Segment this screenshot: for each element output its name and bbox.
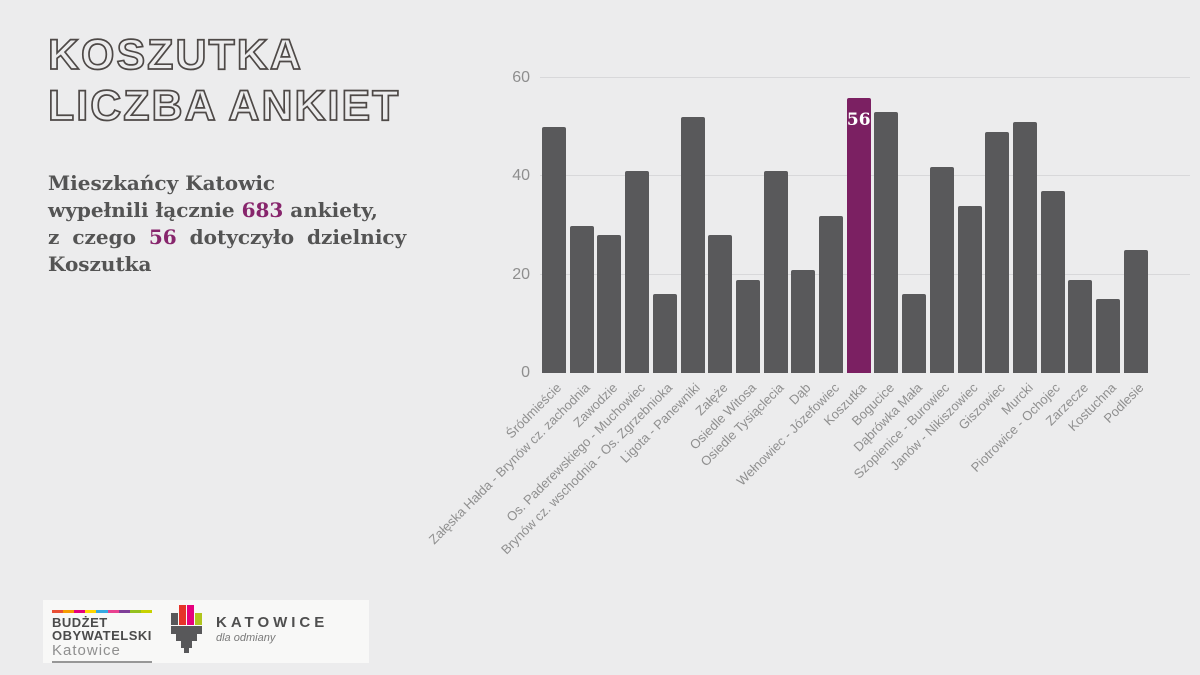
bar-column: Kostuchna (1065, 78, 1121, 434)
stripe-segment (107, 610, 119, 613)
bar-column: 56 Koszutka (821, 78, 871, 428)
bar-column: Załęska Hałda - Brynów cz. zachodnia (425, 78, 594, 547)
stripe-segment (96, 610, 108, 613)
bar-column: Brynów cz. wschodnia - Os. Zgrzebnioka (498, 78, 677, 557)
bar-column: Szopienice - Burowiec (851, 78, 954, 482)
budzet-logo-underline (52, 661, 152, 663)
y-axis-tick-40: 40 (512, 167, 530, 185)
bar-column: Dąb (786, 78, 816, 407)
bar-column: Załęże (693, 78, 733, 418)
bar-column: Śródmieście (503, 78, 566, 441)
y-axis-tick-0: 0 (521, 364, 530, 381)
total-surveys-count: 683 (241, 198, 284, 222)
bar[interactable] (542, 127, 566, 373)
bar[interactable] (708, 235, 733, 373)
budzet-logo-line-2: OBYWATELSKI (52, 628, 152, 643)
bar-column: Piotrowice - Ochojec (968, 78, 1065, 475)
bar[interactable] (652, 294, 677, 373)
bar[interactable] (625, 171, 650, 373)
katowice-city-logo: KATOWICE dla odmiany (171, 605, 328, 654)
budzet-logo-line-3: Katowice (52, 642, 121, 659)
bar[interactable] (1096, 299, 1121, 373)
bars-container: Śródmieście Załęska Hałda - Brynów cz. za… (425, 78, 1148, 557)
bar[interactable] (791, 269, 816, 373)
title-line-1: KOSZUTKA (47, 30, 303, 80)
intro-line-2: wypełnili łącznie 683 ankiety, (48, 198, 378, 222)
stripe-segment (74, 610, 86, 613)
bar[interactable] (735, 279, 760, 373)
koszutka-surveys-count: 56 (148, 225, 177, 249)
bar[interactable] (1068, 279, 1093, 373)
intro-line-1: Mieszkańcy Katowic (48, 171, 276, 195)
bar-column: Osiedle Tysiąclecia (697, 78, 788, 469)
bar-column: Zawodzie (570, 78, 622, 430)
bar[interactable] (985, 132, 1010, 373)
bar-chart: 0 20 40 60 Śródmieście Załęska Hałda - Brynów… (425, 69, 1190, 557)
bar-column: Zarzecze (1043, 78, 1093, 428)
bar[interactable] (1123, 250, 1148, 373)
bar-column: Os. Paderewskiego - Muchowiec (503, 78, 650, 524)
budzet-logo-line-1: BUDŻET (52, 615, 108, 630)
page-title: KOSZUTKA LICZBA ANKIET (47, 30, 401, 132)
stripe-segment (118, 610, 130, 613)
bar[interactable] (929, 166, 954, 373)
bar[interactable] (819, 215, 844, 373)
y-axis-tick-60: 60 (512, 69, 530, 86)
highlight-value-label: 56 (846, 109, 871, 130)
bar[interactable] (597, 235, 622, 373)
bar-column: Janów - Nikiszowiec (887, 78, 982, 473)
katowice-heart-icon (171, 605, 202, 653)
bar-column: Ligota - Panewniki (617, 78, 705, 466)
stripe-segment (63, 610, 75, 613)
bar[interactable] (569, 225, 594, 373)
intro-paragraph: Mieszkańcy Katowic wypełnili łącznie 683… (48, 170, 408, 278)
stripe-segment (140, 610, 152, 613)
bar[interactable] (1012, 122, 1037, 373)
y-axis-tick-20: 20 (512, 265, 530, 283)
gridline-60 (540, 77, 1190, 78)
bar[interactable] (957, 205, 982, 373)
bar[interactable] (902, 294, 927, 373)
intro-line-4: Koszutka (48, 252, 152, 276)
budzet-obywatelski-logo: BUDŻET OBYWATELSKI Katowice (52, 610, 154, 663)
stripe-segment (85, 610, 97, 613)
katowice-logo-tagline: dla odmiany (216, 632, 276, 644)
bar-column: Giszowiec (955, 78, 1010, 433)
bar-column: Wełnowiec - Józefowiec (733, 78, 844, 489)
bar-column: Osiedle Witosa (686, 78, 760, 452)
bar[interactable] (763, 171, 788, 373)
bar-column: Dąbrówka Mała (850, 78, 927, 454)
bar[interactable] (874, 112, 899, 373)
logo-panel: BUDŻET OBYWATELSKI Katowice KATOWICE dla… (43, 600, 369, 663)
bar-column: Bogucice (849, 78, 899, 428)
bar-highlighted-Koszutka[interactable]: 56 (846, 97, 871, 373)
stripe-segment (129, 610, 141, 613)
stripe-segment (52, 610, 64, 613)
katowice-logo-name: KATOWICE (216, 614, 329, 631)
intro-line-3: z czego 56 dotyczyło dzielnicy (48, 225, 407, 249)
bar[interactable] (680, 117, 705, 373)
bar[interactable] (1040, 191, 1065, 373)
bar-column: Podlesie (1100, 78, 1148, 426)
budzet-logo-color-stripe (52, 610, 152, 613)
title-line-2: LICZBA ANKIET (47, 81, 401, 131)
bar-column: Murcki (998, 78, 1037, 418)
